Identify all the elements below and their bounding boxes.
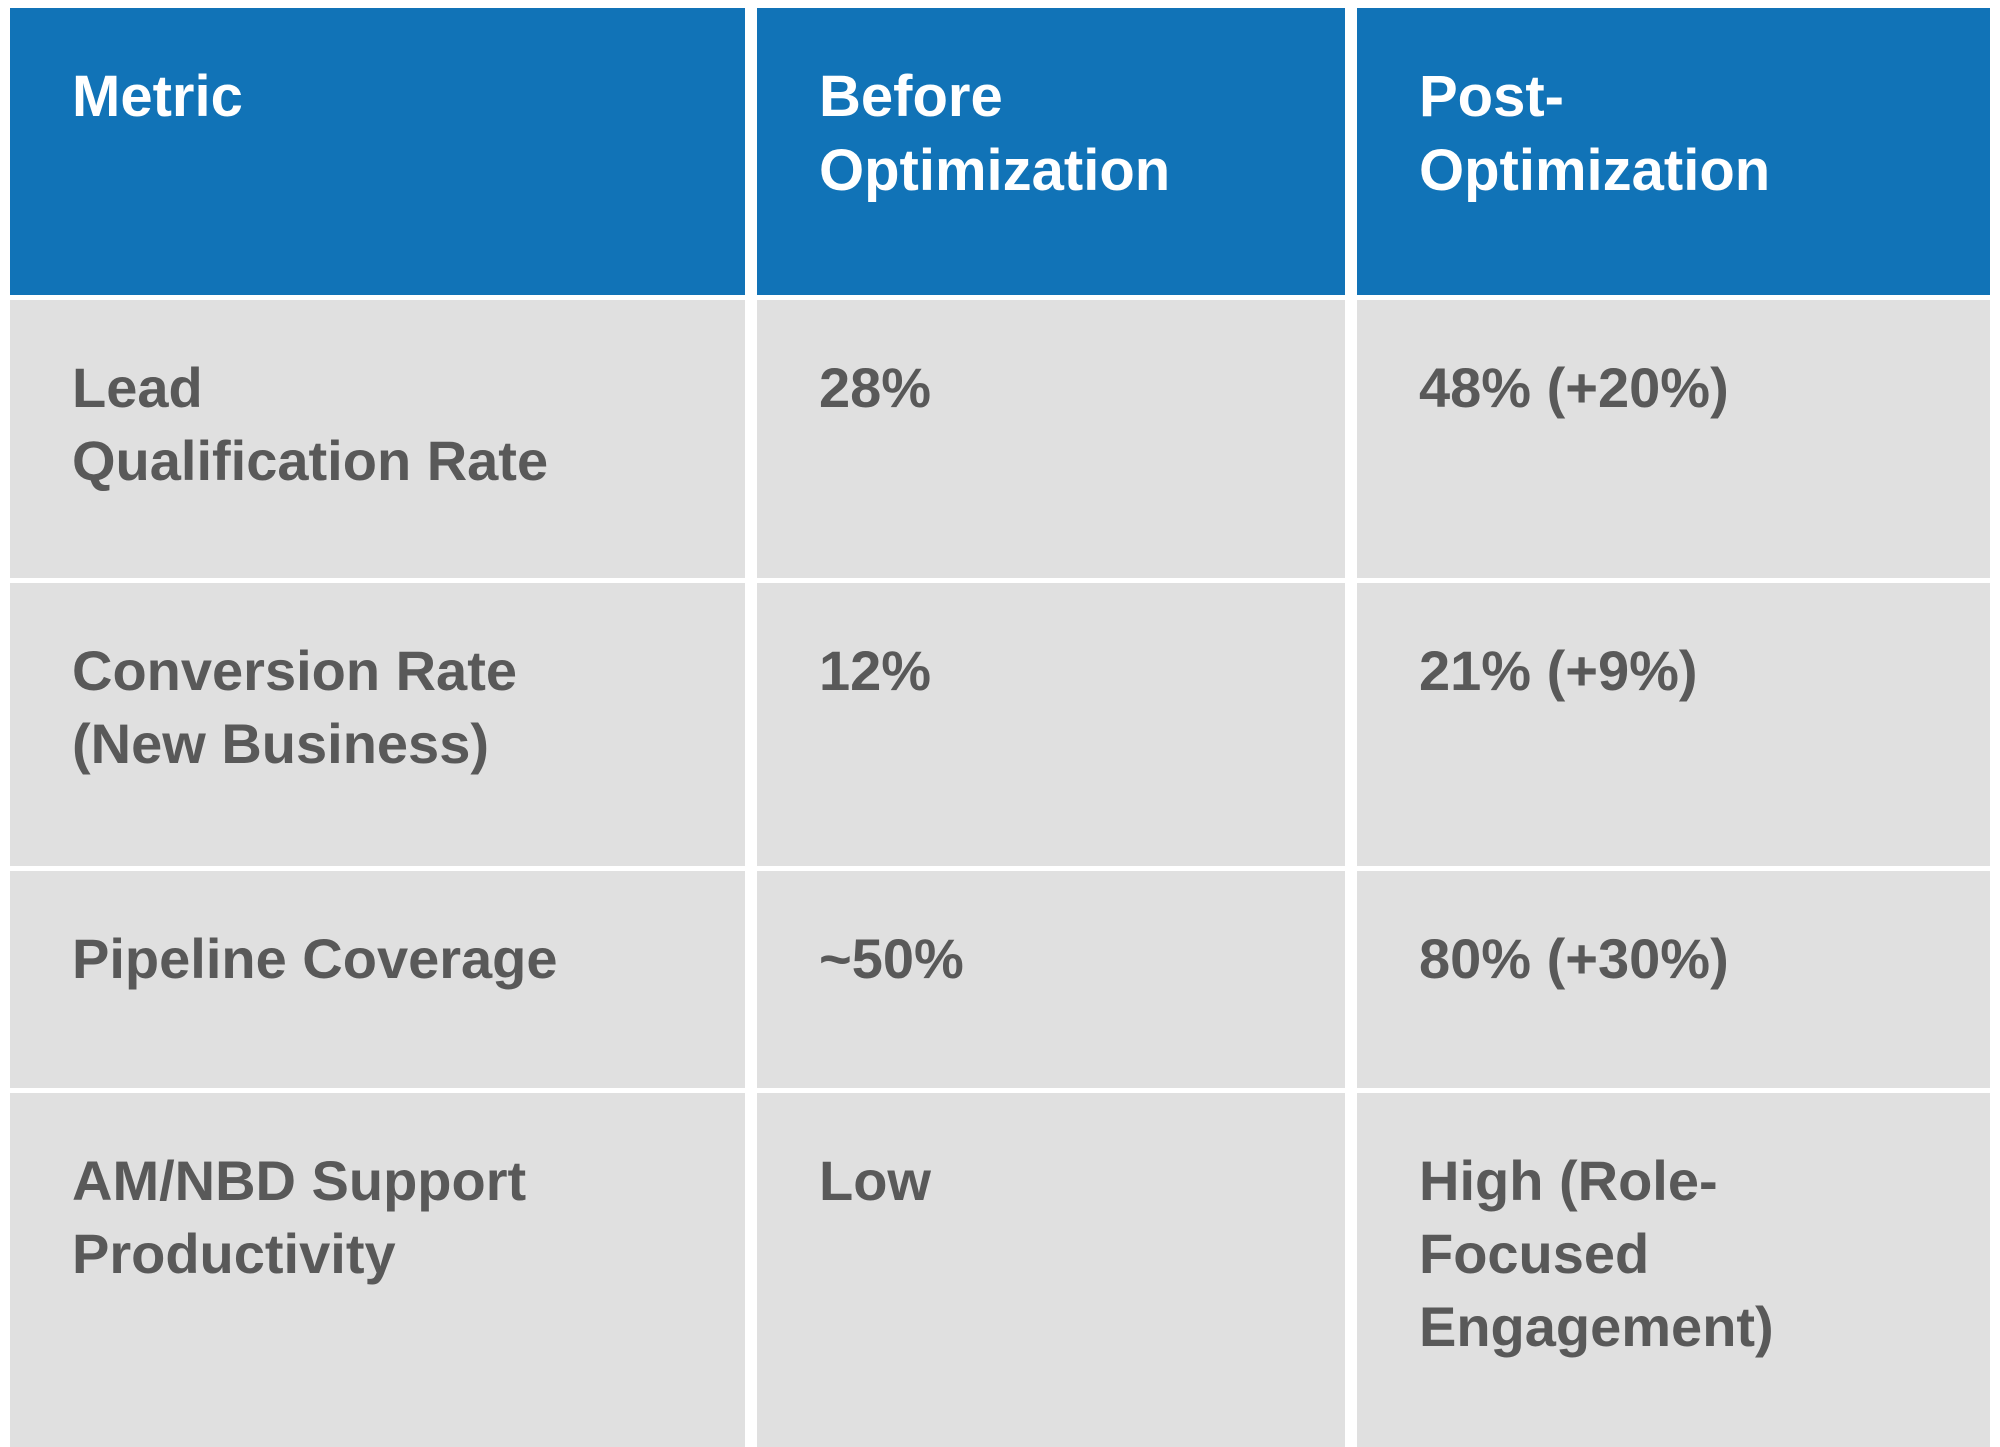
header-cell-before-optimization: Before Optimization — [757, 8, 1345, 295]
row-4-metric-cell: AM/NBD Support Productivity — [10, 1093, 745, 1447]
header-cell-post-optimization: Post- Optimization — [1357, 8, 1990, 295]
row-4-post-cell: High (Role- Focused Engagement) — [1357, 1093, 1990, 1447]
row-3-before-cell: ~50% — [757, 871, 1345, 1088]
row-3-metric-cell: Pipeline Coverage — [10, 871, 745, 1088]
header-cell-metric: Metric — [10, 8, 745, 295]
row-1-post-cell: 48% (+20%) — [1357, 300, 1990, 578]
row-1-before-cell: 28% — [757, 300, 1345, 578]
row-2-before-cell: 12% — [757, 583, 1345, 866]
row-1-metric-cell: Lead Qualification Rate — [10, 300, 745, 578]
row-2-metric-cell: Conversion Rate (New Business) — [10, 583, 745, 866]
row-2-post-cell: 21% (+9%) — [1357, 583, 1990, 866]
row-3-post-cell: 80% (+30%) — [1357, 871, 1990, 1088]
row-4-before-cell: Low — [757, 1093, 1345, 1447]
